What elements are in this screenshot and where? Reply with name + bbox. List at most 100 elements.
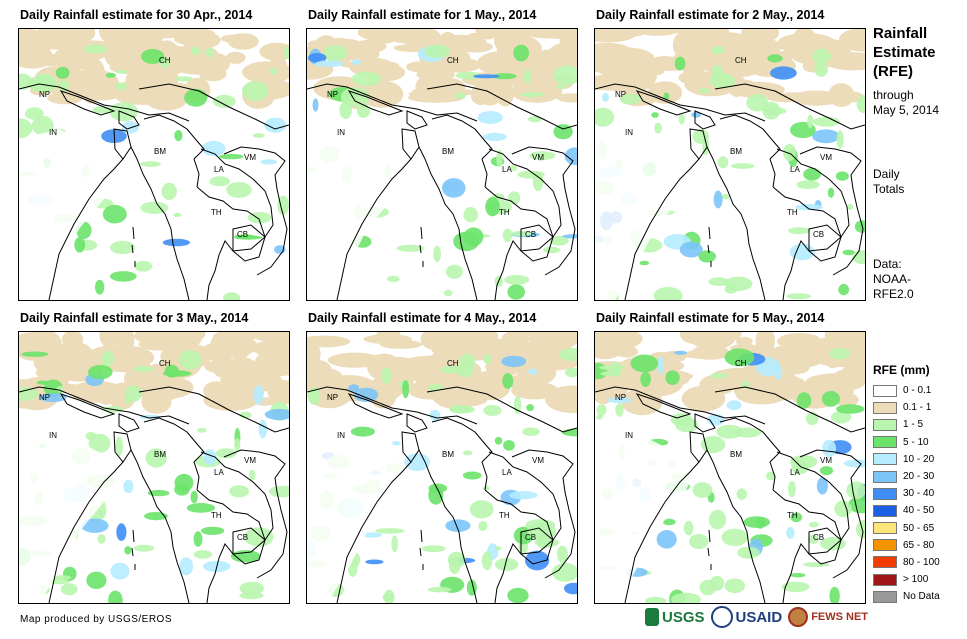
rainfall-patch — [145, 448, 167, 468]
rainfall-patch — [449, 405, 472, 414]
country-label-bm: BM — [154, 147, 166, 156]
rainfall-map[interactable]: CH NP IN BM LA VM TH CB — [594, 331, 866, 604]
daily-totals: Daily Totals — [873, 167, 904, 197]
country-label-la: LA — [214, 468, 224, 477]
rainfall-patch — [502, 228, 513, 243]
rainfall-patch — [239, 411, 252, 419]
rainfall-patch — [193, 550, 212, 559]
rainfall-map[interactable]: CH NP IN BM LA VM TH CB — [594, 28, 866, 301]
rainfall-patch — [482, 132, 507, 141]
country-label-in: IN — [625, 431, 633, 440]
country-label-th: TH — [787, 208, 798, 217]
rainfall-patch — [494, 546, 502, 551]
rainfall-patch — [812, 129, 840, 144]
rainfall-patch — [24, 107, 44, 120]
rainfall-patch — [234, 438, 241, 452]
rainfall-patch — [532, 172, 544, 191]
rainfall-map[interactable]: CH NP IN BM LA VM TH CB — [306, 28, 578, 301]
rainfall-patch — [788, 227, 811, 235]
rainfall-patch — [792, 29, 817, 52]
rainfall-patch — [774, 364, 782, 380]
rainfall-patch — [164, 364, 179, 378]
usaid-seal-icon — [710, 606, 733, 628]
rainfall-patch — [767, 54, 783, 63]
panel-title: Daily Rainfall estimate for 3 May., 2014 — [20, 311, 249, 325]
rainfall-patch — [116, 523, 127, 541]
usgs-logo: USGS — [645, 608, 705, 626]
rainfall-patch — [775, 92, 812, 102]
rainfall-patch — [236, 360, 289, 378]
rainfall-patch — [449, 557, 461, 574]
legend-item: 1 - 5 — [873, 416, 940, 433]
rainfall-patch — [249, 469, 256, 481]
rainfall-patch — [200, 526, 225, 535]
legend-swatch — [873, 590, 897, 603]
rainfall-patch — [424, 44, 451, 59]
rainfall-patch — [503, 440, 515, 451]
rainfall-patch — [385, 594, 394, 599]
country-label-th: TH — [499, 208, 510, 217]
rainfall-patch — [140, 201, 169, 214]
rainfall-patch — [184, 88, 208, 107]
rainfall-patch — [314, 60, 345, 67]
legend-label: 50 - 65 — [903, 522, 935, 534]
country-label-ch: CH — [159, 359, 171, 368]
rainfall-patch — [429, 409, 441, 421]
rainfall-patch — [440, 365, 462, 374]
rainfall-patch — [173, 212, 182, 217]
rainfall-patch — [510, 79, 563, 103]
rainfall-patch — [144, 512, 168, 521]
rainfall-patch — [282, 46, 289, 60]
rainfall-patch — [679, 241, 703, 258]
country-label-ch: CH — [735, 56, 747, 65]
rainfall-map[interactable]: CH NP IN BM LA VM TH CB — [306, 331, 578, 604]
rainfall-patch — [835, 171, 849, 181]
rainfall-patch — [814, 61, 828, 77]
rainfall-patch — [736, 385, 788, 405]
legend-swatch — [873, 504, 897, 517]
rainfall-map[interactable]: CH NP IN BM LA VM TH CB — [18, 28, 290, 301]
rainfall-patch — [856, 95, 865, 114]
rainfall-patch — [665, 370, 680, 385]
rainfall-patch — [473, 74, 500, 79]
rainfall-patch — [268, 485, 289, 498]
rainfall-patch — [181, 332, 206, 342]
rainfall-patch — [455, 92, 467, 99]
rainfall-patch — [178, 350, 202, 370]
rainfall-patch — [134, 332, 172, 344]
rainfall-patch — [109, 102, 138, 122]
usgs-text: USGS — [662, 608, 705, 626]
rainfall-map[interactable]: CH NP IN BM LA VM TH CB — [18, 331, 290, 604]
rainfall-patch — [559, 347, 577, 362]
rainfall-patch — [43, 379, 63, 397]
rainfall-patch — [392, 441, 401, 446]
rainfall-patch — [57, 80, 71, 93]
legend-swatch — [873, 556, 897, 569]
legend-label: 40 - 50 — [903, 505, 935, 517]
rainfall-patch — [724, 284, 738, 294]
rainfall-patch — [110, 562, 130, 580]
rainfall-patch — [190, 490, 198, 504]
rainfall-patch — [350, 426, 375, 437]
rainfall-patch — [615, 403, 624, 417]
rainfall-patch — [713, 190, 723, 209]
rainfall-patch — [323, 45, 348, 61]
country-label-in: IN — [49, 431, 57, 440]
rainfall-patch — [763, 107, 787, 115]
rainfall-patch — [56, 386, 65, 393]
dry-region — [595, 129, 695, 300]
rainfall-patch — [822, 439, 837, 457]
rainfall-patch — [225, 51, 246, 64]
rainfall-patch — [691, 345, 730, 360]
panel-title: Daily Rainfall estimate for 30 Apr., 201… — [20, 8, 253, 22]
legend-item: 40 - 50 — [873, 502, 940, 519]
rainfall-patch — [671, 592, 701, 603]
rainfall-patch — [391, 535, 398, 553]
legend-label: 30 - 40 — [903, 488, 935, 500]
rainfall-patch — [162, 238, 191, 247]
legend-label: > 100 — [903, 574, 929, 586]
rainfall-patch — [630, 354, 659, 373]
rainfall-patch — [788, 480, 796, 498]
rainfall-patch — [692, 482, 713, 498]
rainfall-patch — [203, 381, 230, 401]
